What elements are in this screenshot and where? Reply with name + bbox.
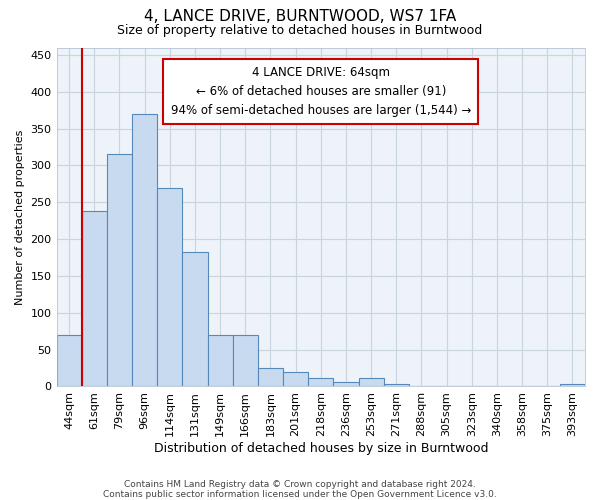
Text: Size of property relative to detached houses in Burntwood: Size of property relative to detached ho… [118,24,482,37]
Bar [107,154,132,386]
Bar [383,384,409,386]
Bar [233,335,258,386]
Bar [157,188,182,386]
Bar [132,114,157,386]
Bar [283,372,308,386]
Bar [208,335,233,386]
Y-axis label: Number of detached properties: Number of detached properties [15,130,25,304]
Text: 4 LANCE DRIVE: 64sqm
← 6% of detached houses are smaller (91)
94% of semi-detach: 4 LANCE DRIVE: 64sqm ← 6% of detached ho… [170,66,471,117]
Bar [334,382,359,386]
Bar [182,252,208,386]
Bar [82,211,107,386]
Bar [258,368,283,386]
Bar [56,335,82,386]
X-axis label: Distribution of detached houses by size in Burntwood: Distribution of detached houses by size … [154,442,488,455]
Bar [308,378,334,386]
Bar [359,378,383,386]
Text: Contains HM Land Registry data © Crown copyright and database right 2024.
Contai: Contains HM Land Registry data © Crown c… [103,480,497,499]
Text: 4, LANCE DRIVE, BURNTWOOD, WS7 1FA: 4, LANCE DRIVE, BURNTWOOD, WS7 1FA [144,9,456,24]
Bar [560,384,585,386]
